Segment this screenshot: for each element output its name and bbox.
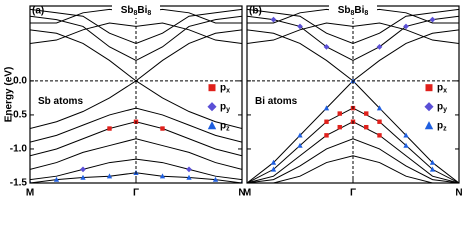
marker-triangle bbox=[270, 166, 277, 172]
legend-marker bbox=[424, 102, 434, 112]
annotation: Bi atoms bbox=[255, 96, 298, 107]
panel-label: (a) bbox=[32, 6, 44, 17]
legend-marker bbox=[207, 121, 217, 130]
x-tick-label: N bbox=[238, 188, 245, 199]
y-tick-label: -1.0 bbox=[10, 144, 28, 155]
band-line bbox=[30, 158, 242, 181]
legend-label: pz bbox=[220, 120, 230, 133]
marker-square bbox=[364, 111, 369, 116]
marker-square bbox=[324, 133, 329, 138]
marker-square bbox=[377, 133, 382, 138]
marker-diamond bbox=[80, 166, 86, 173]
marker-diamond bbox=[323, 43, 330, 50]
y-tick-label: -1.5 bbox=[10, 178, 28, 189]
marker-triangle bbox=[429, 166, 436, 172]
panel-label: (b) bbox=[249, 6, 262, 17]
y-tick-label: 0.0 bbox=[13, 76, 27, 87]
marker-triangle bbox=[297, 132, 303, 138]
marker-triangle bbox=[186, 174, 192, 180]
legend-label: py bbox=[220, 101, 230, 114]
legend-marker bbox=[425, 84, 433, 92]
x-tick-label: M bbox=[26, 188, 34, 199]
title-bg bbox=[112, 4, 160, 18]
marker-diamond bbox=[376, 43, 383, 50]
x-tick-label: N bbox=[455, 188, 462, 199]
legend-marker bbox=[424, 121, 434, 130]
marker-triangle bbox=[297, 142, 303, 148]
marker-square bbox=[337, 124, 342, 130]
panel-title: Sb8Bi8 bbox=[121, 5, 152, 18]
marker-diamond bbox=[429, 16, 436, 23]
marker-triangle bbox=[323, 105, 330, 111]
marker-square bbox=[377, 119, 382, 124]
marker-square bbox=[337, 111, 342, 116]
marker-diamond bbox=[186, 166, 192, 173]
marker-square bbox=[160, 126, 165, 131]
y-axis-label: Energy (eV) bbox=[4, 67, 15, 123]
marker-square bbox=[324, 119, 329, 124]
marker-triangle bbox=[53, 176, 60, 182]
legend-marker bbox=[208, 84, 216, 92]
marker-square bbox=[364, 124, 369, 130]
y-tick-label: -0.5 bbox=[10, 110, 28, 121]
marker-triangle bbox=[376, 105, 383, 111]
marker-triangle bbox=[429, 159, 436, 165]
marker-square bbox=[107, 126, 112, 131]
marker-triangle bbox=[403, 132, 409, 138]
band-line bbox=[30, 15, 242, 62]
legend-label: px bbox=[437, 82, 447, 95]
annotation: Sb atoms bbox=[38, 96, 83, 107]
marker-diamond bbox=[297, 23, 303, 30]
panel-title: Sb8Bi8 bbox=[338, 5, 369, 18]
band-line bbox=[247, 155, 459, 183]
marker-triangle bbox=[270, 159, 277, 165]
marker-diamond bbox=[403, 23, 409, 30]
x-tick-label: Γ bbox=[350, 188, 356, 199]
x-tick-label: M bbox=[243, 188, 251, 199]
band-line bbox=[247, 15, 459, 62]
marker-triangle bbox=[106, 173, 113, 179]
marker-diamond bbox=[270, 16, 277, 23]
title-bg bbox=[329, 4, 377, 18]
legend-label: px bbox=[220, 82, 230, 95]
marker-triangle bbox=[403, 142, 409, 148]
legend-label: pz bbox=[437, 120, 447, 133]
legend-marker bbox=[207, 102, 217, 112]
marker-triangle bbox=[80, 174, 86, 180]
x-tick-label: Γ bbox=[133, 188, 139, 199]
marker-triangle bbox=[159, 173, 166, 179]
legend-label: py bbox=[437, 101, 447, 114]
marker-triangle bbox=[212, 176, 219, 182]
